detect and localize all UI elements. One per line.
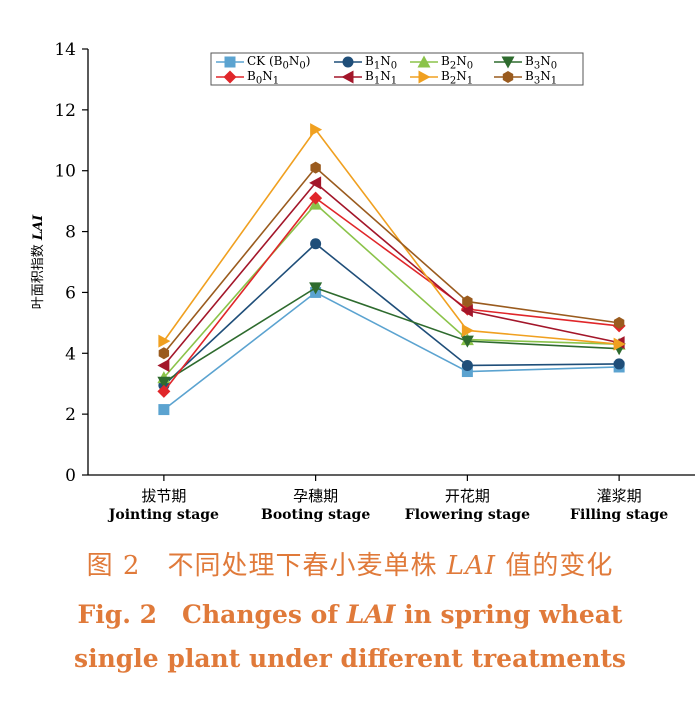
legend-swatch-marker	[418, 70, 431, 84]
series-b0n1	[157, 191, 626, 398]
y-tick-label: 6	[65, 283, 76, 303]
legend-label: B1N0	[365, 54, 398, 71]
legend-item: B2N0	[410, 54, 474, 71]
series-b3n0	[157, 282, 626, 389]
x-tick-label-cn: 灌浆期	[597, 487, 642, 505]
y-axis-label-italic: LAI	[31, 214, 46, 241]
data-point	[309, 176, 322, 190]
legend-item: B3N1	[494, 69, 558, 86]
y-tick-label: 8	[65, 223, 76, 243]
series-line	[163, 286, 620, 383]
legend-item: B2N1	[410, 69, 474, 86]
legend-item: B0N1	[216, 69, 280, 86]
data-point	[157, 376, 171, 389]
y-tick-label: 10	[54, 162, 76, 182]
data-point	[461, 323, 474, 337]
legend-box	[210, 52, 584, 86]
figure-caption-chinese: 图 2 不同处理下春小麦单株 LAI 值的变化	[86, 551, 614, 581]
data-point	[158, 404, 170, 416]
series-line	[163, 196, 620, 392]
data-point	[613, 337, 626, 351]
data-point	[613, 358, 625, 370]
x-tick-label-cn: 开花期	[445, 487, 490, 505]
series-line	[163, 203, 620, 379]
legend-item: B1N1	[334, 69, 398, 86]
series-b2n0	[157, 197, 626, 384]
legend-label: B2N0	[441, 54, 474, 71]
x-tick-label-en: Jointing stage	[107, 507, 219, 523]
y-tick-label: 12	[54, 101, 76, 121]
data-point	[460, 304, 473, 318]
x-tick-label-en: Flowering stage	[405, 507, 530, 523]
legend-swatch-marker	[342, 56, 354, 68]
series-ck-b0n0-	[158, 286, 625, 416]
y-tick-label: 4	[65, 344, 76, 364]
data-point	[158, 334, 171, 348]
y-tick-label: 2	[65, 405, 76, 425]
legend-label: B2N1	[441, 69, 474, 86]
x-tick-label-cn: 孕穗期	[293, 487, 338, 505]
legend-label-wrap: B2N1	[441, 69, 474, 86]
legend-label-wrap: B2N0	[441, 54, 474, 71]
legend-item: B1N0	[334, 54, 398, 71]
x-tick-label-en: Booting stage	[261, 507, 370, 523]
legend-label: CK (B0N0)	[247, 54, 311, 71]
legend-label-wrap: CK (B0N0)	[247, 54, 311, 71]
data-point	[309, 282, 323, 295]
legend-label: B3N0	[525, 54, 558, 71]
x-tick-label-en: Filling stage	[570, 507, 668, 523]
data-point	[157, 384, 171, 398]
legend-swatch-marker	[417, 55, 431, 68]
series-b1n1	[157, 176, 625, 372]
legend-label-wrap: B1N1	[365, 69, 398, 86]
legend-label-wrap: B1N0	[365, 54, 398, 71]
series-line	[163, 166, 620, 354]
legend-label-wrap: B3N1	[525, 69, 558, 86]
data-point	[310, 123, 323, 137]
legend-label: B3N1	[525, 69, 558, 86]
legend-item: B3N0	[494, 54, 558, 71]
legend-swatch-marker	[501, 56, 515, 69]
data-point	[461, 366, 473, 378]
figure-caption-english-line2: single plant under different treatments	[74, 644, 626, 673]
data-point	[157, 358, 170, 372]
series-b3n1	[158, 161, 625, 360]
figure-caption-english-line1: Fig. 2 Changes of LAI in spring wheat	[77, 600, 623, 629]
legend-label: B1N1	[365, 69, 398, 86]
lai-line-chart: 0 2 4 6 8 10 12 14 叶面积指数 LAI 拔节期 Jointing stage 孕穗期…	[31, 40, 695, 523]
y-axis-label: 叶面积指数 LAI	[31, 214, 46, 309]
chart-legend: CK (B0N0) B1N0 B2N0 B3N0 B0N1 B1N1 B2N1 B3N1	[210, 52, 584, 86]
y-tick-label: 14	[54, 40, 76, 60]
data-point	[462, 295, 473, 308]
data-point	[309, 191, 323, 205]
data-point	[460, 335, 474, 348]
legend-swatch-marker	[502, 71, 514, 83]
data-point	[310, 161, 321, 174]
legend-label-wrap: B3N0	[525, 54, 558, 71]
series-line	[163, 128, 620, 345]
series-line	[163, 291, 620, 411]
legend-swatch-marker	[224, 56, 236, 68]
x-tick-label-cn: 拔节期	[141, 487, 186, 505]
legend-swatch-marker	[223, 70, 237, 84]
series-line	[163, 242, 620, 386]
series-line	[163, 181, 620, 366]
y-tick-label: 0	[65, 466, 76, 486]
data-point	[158, 347, 170, 360]
series-b2n1	[158, 123, 626, 351]
legend-item: CK (B0N0)	[216, 54, 311, 71]
y-axis-label-text: 叶面积指数 LAI	[31, 214, 46, 309]
data-point	[613, 316, 625, 329]
legend-swatch-marker	[341, 70, 354, 84]
data-point	[461, 359, 473, 371]
legend-label-wrap: B0N1	[247, 69, 280, 86]
data-point	[310, 238, 322, 250]
legend-label: B0N1	[247, 69, 280, 86]
